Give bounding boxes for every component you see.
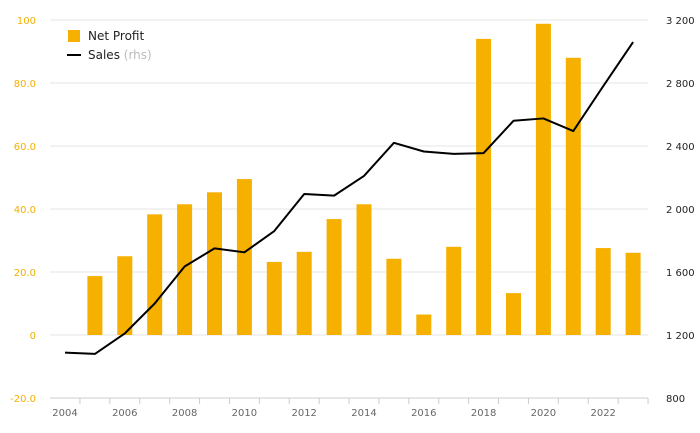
y-left-tick-label: 80.0: [14, 79, 36, 90]
sales-line-series: [64, 41, 634, 355]
sales-line: [64, 41, 634, 355]
y-right-tick-label: 2 000: [666, 205, 695, 216]
x-tick-label: 2012: [291, 408, 316, 419]
bar-net-profit-2008: [177, 204, 193, 335]
y-right-tick-label: 2 800: [666, 79, 695, 90]
net-profit-bars: [87, 23, 641, 336]
bar-net-profit-2009: [207, 192, 222, 335]
bar-net-profit-2012: [296, 251, 312, 335]
bar-net-profit-2017: [446, 246, 462, 335]
bar-net-profit-2007: [147, 214, 163, 335]
x-tick-label: 2020: [531, 408, 556, 419]
bar-net-profit-2014: [356, 204, 372, 335]
x-tick-label: 2022: [590, 408, 615, 419]
bar-net-profit-2010: [236, 179, 252, 335]
y-left-tick-label: -20.0: [10, 394, 36, 405]
bar-net-profit-2021: [565, 57, 581, 336]
bar-net-profit-2022: [595, 248, 611, 335]
bar-net-profit-2013: [326, 219, 342, 335]
x-tick-label: 2018: [471, 408, 496, 419]
y-right-tick-label: 1 600: [666, 268, 695, 279]
right-axis: 800 1 200 1 600 2 000 2 400 2 800 3 200: [666, 16, 695, 405]
bar-net-profit-2005: [87, 276, 103, 335]
bar-net-profit-2019: [506, 293, 521, 335]
x-tick-label: 2010: [232, 408, 257, 419]
x-tick-label: 2006: [112, 408, 137, 419]
legend-sales-name: Sales: [88, 48, 120, 62]
y-left-tick-label: 0: [30, 331, 36, 342]
y-left-tick-label: 40.0: [14, 205, 36, 216]
bar-net-profit-2023: [625, 252, 641, 335]
bar-net-profit-2015: [386, 258, 402, 335]
x-tick-label: 2016: [411, 408, 436, 419]
y-right-tick-label: 800: [666, 394, 685, 405]
y-right-tick-label: 3 200: [666, 16, 695, 27]
y-right-tick-label: 2 400: [666, 142, 695, 153]
x-tick-label: 2004: [52, 408, 77, 419]
legend-sales-suffix: (rhs): [124, 48, 152, 62]
y-right-tick-label: 1 200: [666, 331, 695, 342]
bar-net-profit-2020: [535, 23, 551, 336]
legend-swatch-net-profit: [68, 30, 80, 42]
y-left-tick-label: 100: [17, 16, 36, 27]
x-tick-label: 2014: [351, 408, 376, 419]
legend-label-sales: Sales (rhs): [88, 48, 152, 62]
bar-net-profit-2011: [266, 261, 282, 335]
y-left-tick-label: 60.0: [14, 142, 36, 153]
left-axis: -20.0 0 20.0 40.0 60.0 80.0 100: [10, 16, 36, 405]
grid-lines: [50, 19, 648, 336]
legend-label-net-profit: Net Profit: [88, 29, 144, 43]
bar-net-profit-2006: [117, 256, 133, 335]
y-left-tick-label: 20.0: [14, 268, 36, 279]
x-axis: 2004 2006 2008 2010 2012 2014 2016 2018 2020 2022: [50, 397, 649, 419]
legend: Net Profit Sales (rhs): [67, 29, 152, 62]
bar-net-profit-2018: [476, 38, 492, 336]
x-tick-label: 2008: [172, 408, 197, 419]
bar-net-profit-2016: [416, 314, 432, 335]
